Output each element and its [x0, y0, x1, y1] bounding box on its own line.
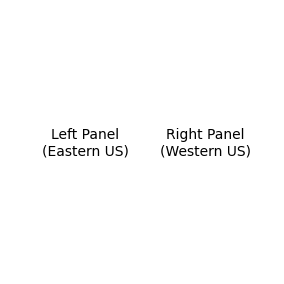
Text: Left Panel
(Eastern US): Left Panel (Eastern US) — [42, 128, 129, 158]
Text: Right Panel
(Western US): Right Panel (Western US) — [160, 128, 251, 158]
